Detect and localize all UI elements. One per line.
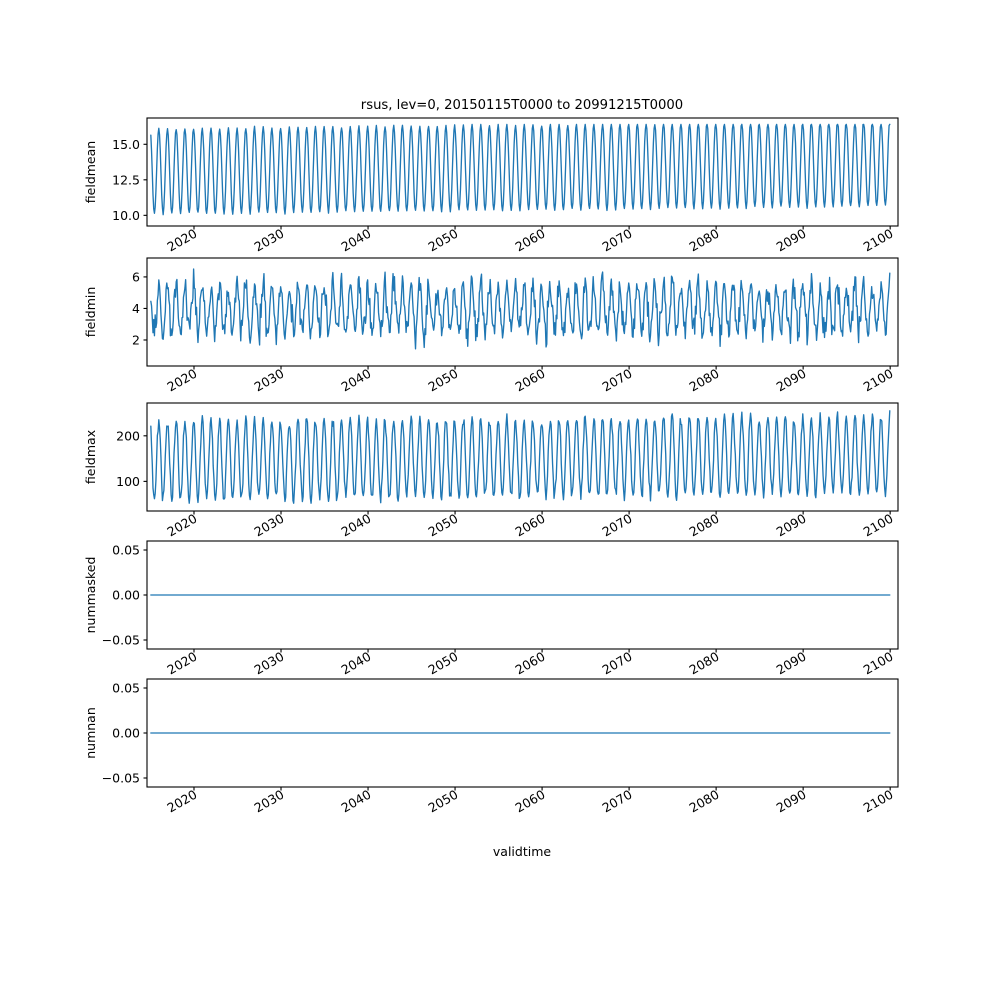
- y-tick-label: 12.5: [112, 172, 140, 187]
- figure-title: rsus, lev=0, 20150115T0000 to 20991215T0…: [361, 98, 683, 113]
- subplot-fieldmin: 2020 2030 2040 2050 2060 2070 2080 2090 2100246f…: [83, 257, 899, 395]
- data-line-fieldmax: [150, 410, 891, 504]
- axes-spines: [146, 678, 899, 788]
- y-tick-label: 15.0: [112, 137, 140, 152]
- y-axis-label-fieldmax: fieldmax: [83, 430, 98, 484]
- subplot-nummasked: 2020 2030 2040 2050 2060 2070 2080 2090 2100−0.0…: [83, 540, 899, 678]
- y-axis-label-fieldmean: fieldmean: [83, 141, 98, 203]
- y-tick-label: 200: [116, 428, 140, 443]
- data-line-fieldmin: [150, 268, 891, 350]
- y-axis-label-fieldmin: fieldmin: [83, 287, 98, 338]
- y-tick-label: 10.0: [112, 208, 140, 223]
- x-axis-label: validtime: [493, 844, 551, 859]
- axes-spines: [146, 540, 899, 650]
- y-tick-label: 0.05: [112, 681, 140, 696]
- y-tick-label: 0.00: [112, 726, 140, 741]
- axes-spines: [146, 402, 899, 512]
- y-tick-label: 4: [132, 301, 140, 316]
- y-tick-label: 2: [132, 332, 140, 347]
- subplot-fieldmax: 2020 2030 2040 2050 2060 2070 2080 2090 21001002…: [83, 402, 899, 540]
- plot-area-background: [147, 258, 898, 366]
- axes-spines: [146, 117, 899, 227]
- y-tick-label: 6: [132, 269, 140, 284]
- subplot-panels: 2020 2030 2040 2050 2060 2070 2080 2090 210010.0…: [83, 117, 899, 816]
- y-tick-label: 100: [116, 474, 140, 489]
- y-axis-label-nummasked: nummasked: [83, 557, 98, 634]
- y-axis-label-numnan: numnan: [83, 707, 98, 759]
- y-tick-label: −0.05: [102, 633, 140, 648]
- y-tick-label: 0.00: [112, 588, 140, 603]
- y-tick-label: −0.05: [102, 771, 140, 786]
- subplot-fieldmean: 2020 2030 2040 2050 2060 2070 2080 2090 210010.0…: [83, 117, 899, 255]
- axes-spines: [146, 257, 899, 367]
- data-line-fieldmean: [150, 123, 891, 216]
- y-tick-label: 0.05: [112, 543, 140, 558]
